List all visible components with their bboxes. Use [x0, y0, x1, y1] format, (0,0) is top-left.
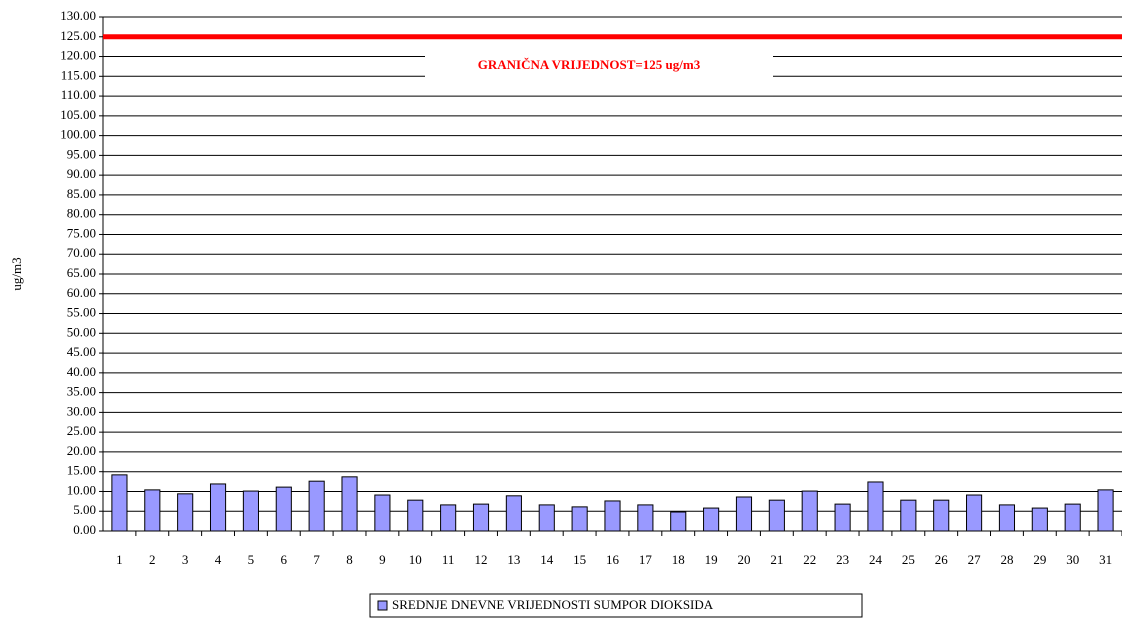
threshold-annotation: GRANIČNA VRIJEDNOST=125 ug/m3: [478, 57, 701, 72]
x-tick-label: 21: [770, 552, 783, 567]
y-tick-label: 110.00: [61, 87, 96, 102]
bar: [209, 483, 227, 532]
x-tick-label: 30: [1066, 552, 1079, 567]
bar: [1064, 503, 1081, 532]
legend-box: [369, 593, 863, 618]
y-tick-label: 65.00: [67, 265, 96, 280]
x-tick-label: 16: [606, 552, 620, 567]
bar: [538, 504, 555, 532]
x-tick-label: 23: [836, 552, 849, 567]
x-tick-label: 26: [935, 552, 949, 567]
y-tick-label: 10.00: [67, 482, 96, 497]
y-tick-label: 100.00: [60, 127, 96, 142]
y-tick-label: 15.00: [67, 463, 96, 478]
bar: [604, 500, 621, 532]
bar: [144, 489, 161, 532]
y-tick-label: 115.00: [61, 67, 96, 82]
x-tick-label: 17: [639, 552, 653, 567]
y-tick-label: 80.00: [67, 206, 96, 221]
x-tick-label: 6: [281, 552, 288, 567]
bar: [703, 507, 720, 532]
bar: [440, 504, 457, 532]
bar: [407, 499, 424, 532]
bar: [242, 490, 259, 532]
x-tick-label: 12: [475, 552, 488, 567]
x-tick-label: 1: [116, 552, 123, 567]
x-tick-label: 7: [313, 552, 320, 567]
y-tick-label: 95.00: [67, 146, 96, 161]
x-tick-label: 8: [346, 552, 353, 567]
y-tick-label: 130.00: [60, 8, 96, 23]
y-tick-label: 35.00: [67, 384, 96, 399]
y-tick-label: 70.00: [67, 245, 96, 260]
x-tick-label: 15: [573, 552, 586, 567]
x-tick-label: 13: [507, 552, 520, 567]
bar: [801, 490, 818, 532]
y-tick-label: 120.00: [60, 48, 96, 63]
legend-label: SREDNJE DNEVNE VRIJEDNOSTI SUMPOR DIOKSI…: [392, 597, 714, 612]
x-tick-label: 20: [737, 552, 750, 567]
y-tick-label: 5.00: [73, 502, 96, 517]
bar: [374, 494, 391, 532]
x-tick-label: 31: [1099, 552, 1112, 567]
x-tick-label: 9: [379, 552, 386, 567]
x-tick-label: 14: [540, 552, 554, 567]
y-tick-label: 75.00: [67, 225, 96, 240]
y-tick-label: 20.00: [67, 443, 96, 458]
bar: [275, 486, 292, 532]
x-tick-label: 10: [409, 552, 422, 567]
bar: [308, 480, 325, 532]
bar: [505, 495, 522, 532]
y-tick-label: 55.00: [67, 305, 96, 320]
bar: [867, 481, 884, 532]
y-tick-label: 40.00: [67, 364, 96, 379]
x-tick-label: 29: [1033, 552, 1046, 567]
x-tick-label: 4: [215, 552, 222, 567]
bar: [966, 494, 983, 532]
y-tick-label: 85.00: [67, 186, 96, 201]
bar: [998, 504, 1016, 532]
bar: [670, 511, 687, 532]
bar: [735, 496, 753, 532]
bar: [933, 499, 950, 532]
y-tick-label: 25.00: [67, 423, 96, 438]
x-tick-label: 22: [803, 552, 816, 567]
bar: [472, 503, 490, 532]
x-tick-label: 28: [1000, 552, 1013, 567]
y-tick-label: 60.00: [67, 285, 96, 300]
x-tick-label: 24: [869, 552, 883, 567]
y-tick-label: 30.00: [67, 403, 96, 418]
bar: [637, 504, 654, 532]
x-tick-label: 27: [968, 552, 982, 567]
y-tick-label: 90.00: [67, 166, 96, 181]
bar: [1031, 507, 1048, 532]
x-tick-label: 25: [902, 552, 915, 567]
y-tick-label: 0.00: [73, 522, 96, 537]
x-tick-label: 19: [705, 552, 718, 567]
annotation-box: [425, 55, 773, 77]
y-axis-label: ug/m3: [9, 257, 24, 290]
bar: [571, 506, 588, 532]
y-tick-label: 45.00: [67, 344, 96, 359]
bar: [900, 499, 917, 532]
x-tick-label: 5: [248, 552, 255, 567]
x-tick-label: 3: [182, 552, 189, 567]
y-tick-label: 125.00: [60, 28, 96, 43]
bar: [1097, 489, 1114, 532]
x-tick-label: 11: [442, 552, 455, 567]
y-tick-label: 105.00: [60, 107, 96, 122]
bar: [177, 493, 194, 532]
bar: [834, 503, 851, 532]
x-tick-label: 18: [672, 552, 685, 567]
y-tick-label: 50.00: [67, 324, 96, 339]
bar: [768, 499, 785, 532]
x-tick-label: 2: [149, 552, 156, 567]
bar: [341, 476, 358, 532]
bar: [111, 474, 128, 532]
legend-swatch: [377, 600, 388, 611]
